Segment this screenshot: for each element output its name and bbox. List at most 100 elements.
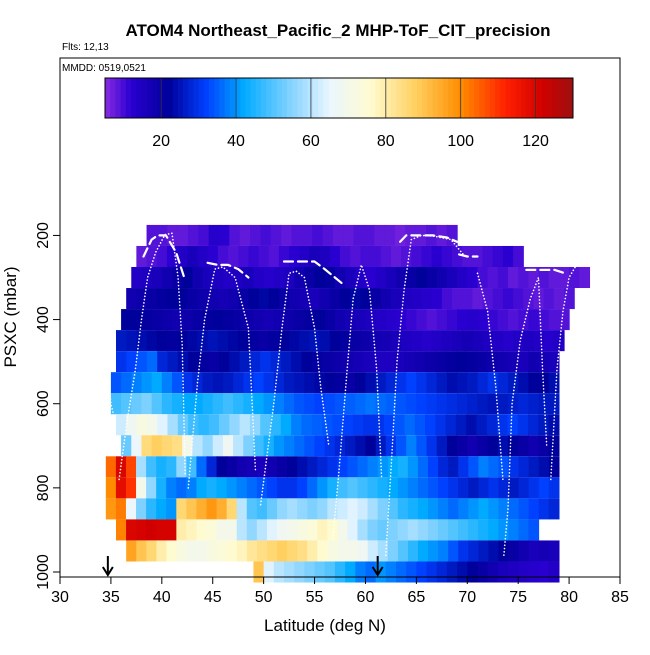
heatmap-cell: [246, 477, 258, 499]
heatmap-cell: [228, 330, 239, 352]
colorbar-segment: [354, 78, 361, 118]
heatmap-cell: [222, 393, 234, 415]
heatmap-cell: [177, 330, 188, 352]
heatmap-cell: [467, 393, 479, 415]
colorbar-segment: [562, 78, 569, 118]
heatmap-cell: [528, 498, 540, 520]
heatmap-cell: [146, 245, 158, 267]
heatmap-cell: [401, 288, 412, 310]
heatmap-cell: [182, 393, 193, 415]
heatmap-cell: [196, 477, 208, 499]
colorbar-border: [104, 77, 574, 119]
heatmap-cell: [299, 288, 311, 310]
heatmap-cell: [360, 288, 372, 310]
chart-title: ATOM4 Northeast_Pacific_2 MHP-ToF_CIT_pr…: [125, 21, 550, 40]
heatmap-cell: [176, 477, 187, 499]
heatmap-cell: [217, 245, 229, 267]
heatmap-cell: [263, 372, 275, 394]
heatmap-cell: [216, 456, 228, 478]
heatmap-cell: [270, 414, 282, 436]
heatmap-cell: [226, 540, 238, 562]
heatmap-cell: [311, 414, 323, 436]
heatmap-cell: [384, 224, 396, 246]
heatmap-cell: [406, 309, 417, 331]
heatmap-cell: [497, 372, 509, 394]
heatmap-cell: [448, 456, 459, 478]
heatmap-cell: [182, 309, 193, 331]
heatmap-cell: [176, 519, 188, 541]
heatmap-cells: [105, 224, 591, 583]
heatmap-cell: [518, 561, 529, 583]
heatmap-cell: [497, 435, 509, 457]
x-tick-label: 30: [51, 589, 69, 606]
colorbar-segment: [380, 78, 387, 118]
heatmap-cell: [438, 498, 449, 520]
heatmap-cell: [380, 245, 392, 267]
heatmap-cell: [466, 414, 478, 436]
heatmap-cell: [397, 477, 409, 499]
heatmap-cell: [365, 309, 377, 331]
heatmap-cell: [357, 456, 369, 478]
heatmap-cell: [538, 435, 550, 457]
heatmap-cell: [517, 414, 529, 436]
heatmap-cell: [548, 456, 560, 478]
heatmap-cell: [110, 393, 122, 415]
heatmap-cell: [353, 224, 365, 246]
heatmap-cell: [414, 414, 426, 436]
heatmap-cell: [477, 435, 489, 457]
heatmap-cell: [116, 414, 127, 436]
heatmap-cell: [477, 266, 489, 289]
heatmap-cell: [347, 519, 359, 541]
heatmap-cell: [357, 519, 369, 541]
heatmap-cell: [548, 540, 560, 562]
heatmap-cell: [414, 351, 426, 373]
heatmap-cell: [258, 288, 270, 310]
colorbar-segment: [157, 78, 163, 118]
heatmap-cell: [347, 540, 359, 562]
heatmap-cell: [367, 498, 379, 520]
heatmap-cell: [477, 372, 489, 394]
heatmap-cell: [375, 372, 387, 394]
heatmap-cell: [307, 540, 318, 562]
heatmap-cell: [350, 245, 361, 267]
flight-profile-line: [187, 266, 257, 489]
heatmap-cell: [518, 540, 530, 562]
heatmap-cell: [418, 540, 429, 562]
heatmap-cell: [508, 561, 519, 583]
heatmap-cell: [151, 435, 163, 457]
colorbar-segment: [224, 78, 231, 118]
heatmap-cell: [528, 540, 540, 562]
heatmap-cell: [355, 266, 367, 289]
heatmap-cell: [365, 393, 377, 415]
heatmap-cell: [249, 414, 261, 436]
heatmap-cell: [406, 435, 417, 457]
heatmap-cell: [548, 561, 560, 583]
heatmap-cell: [416, 393, 428, 415]
heatmap-cell: [317, 477, 328, 499]
heatmap-cell: [334, 266, 346, 289]
colorbar-segment: [359, 78, 366, 118]
heatmap-cell: [136, 288, 148, 310]
heatmap-cell: [377, 477, 389, 499]
heatmap-cell: [538, 561, 550, 583]
colorbar-segment: [469, 78, 475, 118]
heatmap-cell: [192, 309, 204, 331]
colorbar-segment: [125, 78, 132, 118]
x-tick-label: 55: [306, 589, 324, 606]
heatmap-cell: [394, 351, 406, 373]
heatmap-cell: [327, 456, 338, 478]
heatmap-cell: [314, 309, 326, 331]
colorbar-segment: [500, 78, 506, 118]
heatmap-cell: [156, 498, 167, 520]
colorbar-segment: [557, 78, 564, 118]
heatmap-cell: [467, 561, 479, 583]
heatmap-cell: [126, 288, 137, 310]
heatmap-cell: [538, 477, 550, 499]
heatmap-cell: [141, 435, 153, 457]
heatmap-cell: [375, 435, 387, 457]
heatmap-cell: [126, 519, 137, 541]
heatmap-cell: [219, 414, 230, 436]
heatmap-cell: [528, 414, 539, 436]
heatmap-cell: [458, 477, 469, 499]
heatmap-cell: [370, 288, 382, 310]
